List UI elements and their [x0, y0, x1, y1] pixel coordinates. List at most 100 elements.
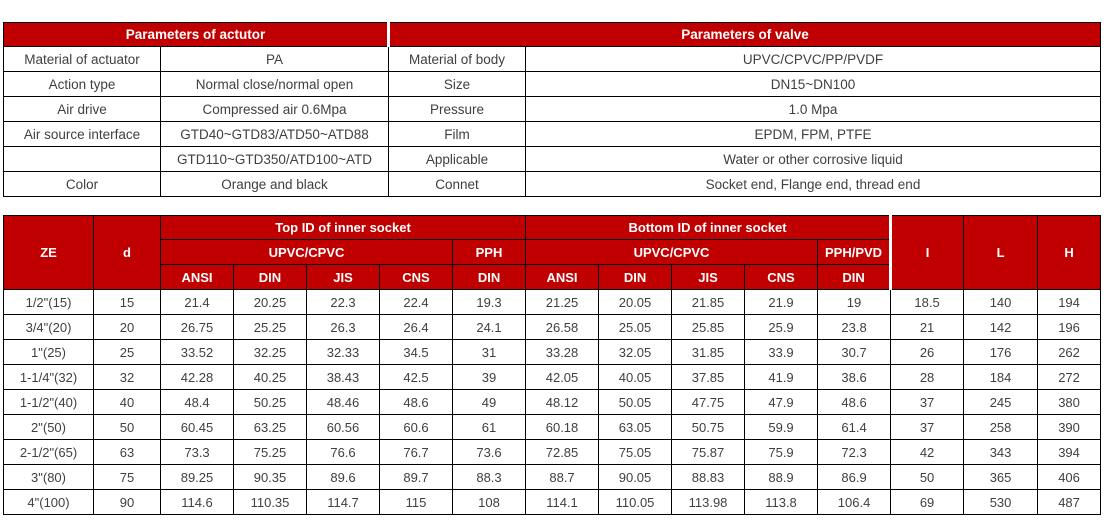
top-pph-header: PPH — [451, 239, 527, 265]
dimension-value-cell: 50.25 — [233, 389, 307, 415]
dimension-value-cell: 380 — [1037, 389, 1102, 415]
dims-row: 1/2"(15) 15 21.4 20.25 22.3 22.4 19.3 21.25 20.0… — [3, 289, 1102, 315]
dimension-value-cell: 406 — [1037, 464, 1102, 490]
param-label-cell: Air source interface — [3, 121, 161, 147]
dimension-value-cell: 48.6 — [817, 389, 892, 415]
dimension-value-cell: 26.58 — [525, 314, 600, 340]
dimension-value-cell: 258 — [963, 414, 1039, 440]
dimension-value-cell: 272 — [1037, 364, 1102, 390]
param-label-cell: Color — [3, 171, 161, 197]
dimension-value-cell: 33.52 — [160, 339, 234, 365]
dimension-value-cell: 15 — [93, 289, 161, 315]
dims-header-row-1: ZE d Top ID of inner socket Bottom ID of… — [3, 215, 1102, 290]
dimension-value-cell: 20.25 — [233, 289, 307, 315]
param-value-cell: 1.0 Mpa — [524, 96, 1102, 122]
dimension-value-cell: 114.6 — [160, 489, 234, 515]
dimension-value-cell: 394 — [1037, 439, 1102, 465]
dimension-value-cell: 48.4 — [160, 389, 234, 415]
dimension-value-cell: 365 — [963, 464, 1039, 490]
dimension-value-cell: 110.05 — [598, 489, 673, 515]
param-value-cell: UPVC/CPVC/PP/PVDF — [524, 46, 1102, 72]
dimension-value-cell: 21 — [890, 314, 965, 340]
dimension-value-cell: 32.25 — [233, 339, 307, 365]
dimension-value-cell: 89.7 — [379, 464, 453, 490]
param-label-cell: Film — [388, 121, 526, 147]
dimension-value-cell: 86.9 — [817, 464, 892, 490]
dimension-value-cell: 48.46 — [306, 389, 380, 415]
param-value-cell: EPDM, FPM, PTFE — [524, 121, 1102, 147]
dimension-value-cell: 114.1 — [525, 489, 600, 515]
dimension-value-cell: 90.05 — [598, 464, 673, 490]
dimension-value-cell: 184 — [963, 364, 1039, 390]
col-header-i: I — [889, 215, 965, 290]
param-value-cell: DN15~DN100 — [524, 71, 1102, 97]
dimension-value-cell: 72.3 — [817, 439, 892, 465]
valve-params-header: Parameters of valve — [387, 22, 1102, 47]
dimension-value-cell: 76.6 — [306, 439, 380, 465]
dimension-value-cell: 42.05 — [525, 364, 600, 390]
dimension-value-cell: 23.8 — [817, 314, 892, 340]
dimension-value-cell: 75.25 — [233, 439, 307, 465]
col-header-ze: ZE — [3, 215, 94, 290]
dimension-value-cell: 140 — [963, 289, 1039, 315]
dimension-value-cell: 28 — [890, 364, 965, 390]
dimension-value-cell: 50.05 — [598, 389, 673, 415]
param-label-cell: Material of body — [388, 46, 526, 72]
dimension-value-cell: 113.8 — [744, 489, 819, 515]
dimension-value-cell: 390 — [1037, 414, 1102, 440]
dimension-value-cell: 39 — [451, 364, 527, 390]
dimension-value-cell: 42.5 — [379, 364, 453, 390]
dimension-value-cell: 60.18 — [525, 414, 600, 440]
param-label-cell: Material of actuator — [3, 46, 161, 72]
dimension-value-cell: 38.6 — [817, 364, 892, 390]
dimension-value-cell: 32.05 — [598, 339, 673, 365]
dimension-value-cell: 114.7 — [306, 489, 380, 515]
param-value-cell: Water or other corrosive liquid — [524, 146, 1102, 172]
dimension-value-cell: 20 — [93, 314, 161, 340]
dimension-value-cell: 25.85 — [671, 314, 746, 340]
dimension-value-cell: 26.75 — [160, 314, 234, 340]
dims-row: 4"(100) 90 114.6 110.35 114.7 115 108 114.1 110.… — [3, 489, 1102, 515]
dimension-value-cell: 49 — [451, 389, 527, 415]
dimension-value-cell: 37 — [890, 389, 965, 415]
dimensions-table: ZE d Top ID of inner socket Bottom ID of… — [3, 215, 1102, 515]
dims-row: 1"(25) 25 33.52 32.25 32.33 34.5 31 33.28 32.05 3… — [3, 339, 1102, 365]
param-value-cell: Compressed air 0.6Mpa — [160, 96, 389, 122]
dims-row: 3/4"(20) 20 26.75 25.25 26.3 26.4 24.1 26.58 25.… — [3, 314, 1102, 340]
dimension-value-cell: 487 — [1037, 489, 1102, 515]
ze-size-cell: 4"(100) — [3, 489, 94, 515]
parameters-table: Parameters of actutor Parameters of valv… — [3, 22, 1102, 197]
dimension-value-cell: 60.6 — [379, 414, 453, 440]
params-row: GTD110~GTD350/ATD100~ATD Applicable Water … — [3, 146, 1102, 172]
dimension-value-cell: 72.85 — [525, 439, 600, 465]
dimension-value-cell: 19 — [817, 289, 892, 315]
dimension-value-cell: 88.7 — [525, 464, 600, 490]
ze-size-cell: 1-1/2"(40) — [3, 389, 94, 415]
dimension-value-cell: 88.9 — [744, 464, 819, 490]
params-row: Air drive Compressed air 0.6Mpa Pressure 1.… — [3, 96, 1102, 122]
params-row: Air source interface GTD40~GTD83/ATD50~AT… — [3, 121, 1102, 147]
dimension-value-cell: 21.4 — [160, 289, 234, 315]
bottom-din-header: DIN — [598, 264, 673, 290]
dimension-value-cell: 25.9 — [744, 314, 819, 340]
top-ansi-header: ANSI — [160, 264, 234, 290]
ze-size-cell: 1"(25) — [3, 339, 94, 365]
ze-size-cell: 1/2"(15) — [3, 289, 94, 315]
actuator-params-header: Parameters of actutor — [3, 22, 390, 47]
dimension-value-cell: 48.6 — [379, 389, 453, 415]
dimension-value-cell: 61 — [451, 414, 527, 440]
dimension-value-cell: 40 — [93, 389, 161, 415]
bottom-pvd-din-header: DIN — [817, 264, 892, 290]
param-value-cell: Normal close/normal open — [160, 71, 389, 97]
dimension-value-cell: 22.3 — [306, 289, 380, 315]
dimension-value-cell: 63.05 — [598, 414, 673, 440]
param-value-cell: Socket end, Flange end, thread end — [524, 171, 1102, 197]
parameters-header-row: Parameters of actutor Parameters of valv… — [3, 22, 1102, 47]
bottom-upvc-cpvc-header: UPVC/CPVC — [525, 239, 819, 265]
ze-size-cell: 3"(80) — [3, 464, 94, 490]
param-label-cell — [3, 146, 161, 172]
dimension-value-cell: 106.4 — [817, 489, 892, 515]
dimension-value-cell: 75.9 — [744, 439, 819, 465]
top-upvc-cpvc-header: UPVC/CPVC — [160, 239, 453, 265]
